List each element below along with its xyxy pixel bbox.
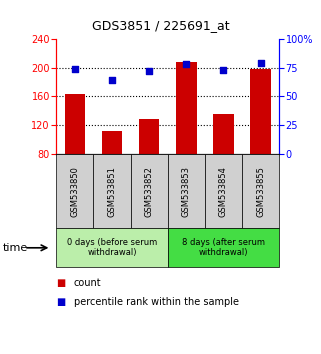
Point (258, 60, 263, 66)
Text: GSM533851: GSM533851 (108, 166, 117, 217)
Bar (250, 69, 271, 154)
Text: GSM533853: GSM533853 (182, 166, 191, 217)
Bar (176, 62, 196, 154)
Bar (93, 154, 131, 228)
Point (109, 78, 115, 83)
Text: 8 days (after serum
withdrawal): 8 days (after serum withdrawal) (182, 238, 265, 257)
Bar (213, 114, 234, 154)
Bar (102, 131, 122, 154)
Point (72, 66, 77, 72)
Point (147, 68, 152, 74)
Bar (131, 154, 168, 228)
Text: ■: ■ (56, 297, 65, 307)
Bar (168, 154, 205, 228)
Text: percentile rank within the sample: percentile rank within the sample (74, 297, 239, 307)
Bar (56, 228, 168, 267)
Text: time: time (3, 243, 29, 253)
Text: 0 days (before serum
withdrawal): 0 days (before serum withdrawal) (67, 238, 157, 257)
Text: GSM533850: GSM533850 (70, 166, 79, 217)
Bar (56, 154, 93, 228)
Text: GSM533852: GSM533852 (145, 166, 154, 217)
Bar (168, 228, 279, 267)
Bar (205, 154, 242, 228)
Bar (242, 154, 279, 228)
Text: count: count (74, 278, 101, 288)
Text: ■: ■ (56, 278, 65, 288)
Point (184, 62, 189, 67)
Text: GSM533855: GSM533855 (256, 166, 265, 217)
Bar (65, 94, 85, 154)
Text: GSM533854: GSM533854 (219, 166, 228, 217)
Bar (139, 120, 159, 154)
Point (221, 67, 226, 73)
Text: GDS3851 / 225691_at: GDS3851 / 225691_at (92, 19, 229, 33)
